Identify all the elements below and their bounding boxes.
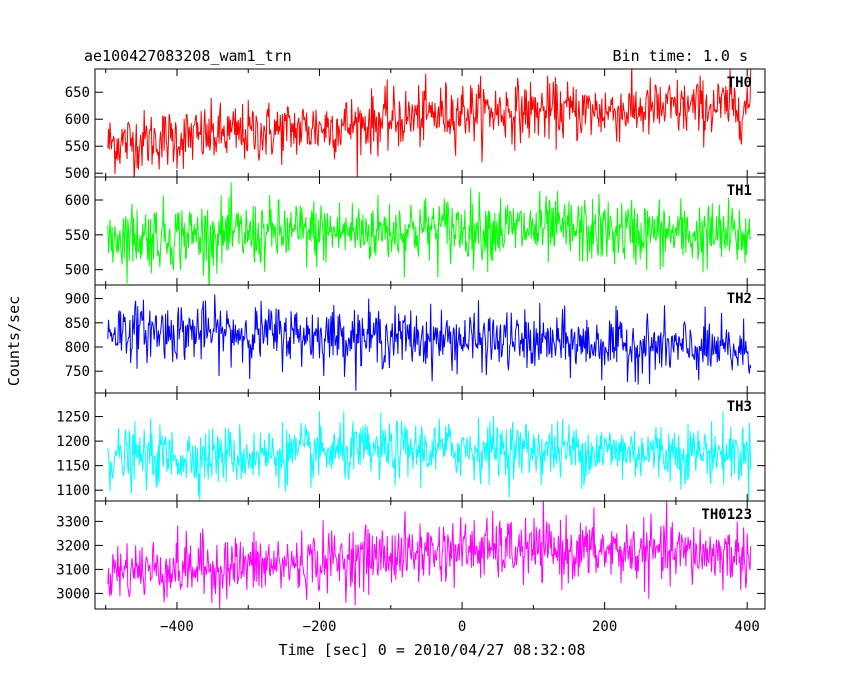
panel-th0123: 3000 3100 3200 3300 TH0123 <box>56 500 766 610</box>
series-line-th0 <box>107 69 752 177</box>
bin-time-label: Bin time: 1.0 s <box>613 47 748 65</box>
panel-frame <box>94 68 766 178</box>
y-tick-label: 500 <box>65 263 90 279</box>
y-axis-label: Counts/sec <box>5 296 23 386</box>
y-tick-label: 3100 <box>56 562 90 578</box>
x-tick-label: −200 <box>303 619 337 635</box>
series-line-th2 <box>107 294 752 391</box>
y-tick-label: 500 <box>65 166 90 182</box>
panel-th0: 500 550 600 650 TH0 <box>65 68 766 182</box>
chart-title: ae100427083208_wam1_trn <box>84 47 292 65</box>
y-tick-label: 900 <box>65 292 90 308</box>
panel-frame <box>94 500 766 610</box>
series-line-th0123 <box>107 501 752 609</box>
x-tick-label: 400 <box>735 619 760 635</box>
panel-th3: 1100 1150 1200 1250 TH3 <box>56 392 766 502</box>
y-tick-label: 600 <box>65 193 90 209</box>
y-tick-label: 550 <box>65 139 90 155</box>
panel-label: TH3 <box>727 399 752 415</box>
x-axis-label: Time [sec] 0 = 2010/04/27 08:32:08 <box>278 641 585 659</box>
y-tick-label: 3000 <box>56 586 90 602</box>
y-tick-label: 800 <box>65 340 90 356</box>
x-tick-label: 200 <box>592 619 617 635</box>
panel-th1: 500 550 600 TH1 <box>65 176 766 286</box>
y-tick-label: 1150 <box>56 459 90 475</box>
y-tick-label: 600 <box>65 112 90 128</box>
y-tick-label: 1200 <box>56 434 90 450</box>
panel-label: TH1 <box>727 183 752 199</box>
y-tick-label: 3300 <box>56 514 90 530</box>
y-tick-label: 850 <box>65 316 90 332</box>
y-tick-label: 3200 <box>56 538 90 554</box>
y-tick-label: 750 <box>65 364 90 380</box>
y-tick-label: 650 <box>65 85 90 101</box>
panel-label: TH2 <box>727 291 752 307</box>
x-tick-label: 0 <box>458 619 466 635</box>
panels: 500 550 600 650 TH0 500 550 600 TH1 750 800 850 900 T… <box>56 68 766 635</box>
series-line-th3 <box>107 411 752 501</box>
y-tick-label: 1100 <box>56 483 90 499</box>
panel-th2: 750 800 850 900 TH2 <box>65 284 766 394</box>
y-tick-label: 1250 <box>56 410 90 426</box>
panel-label: TH0123 <box>701 507 752 523</box>
x-tick-label: −400 <box>160 619 194 635</box>
series-line-th1 <box>107 182 752 285</box>
panel-label: TH0 <box>727 75 752 91</box>
y-tick-label: 550 <box>65 228 90 244</box>
